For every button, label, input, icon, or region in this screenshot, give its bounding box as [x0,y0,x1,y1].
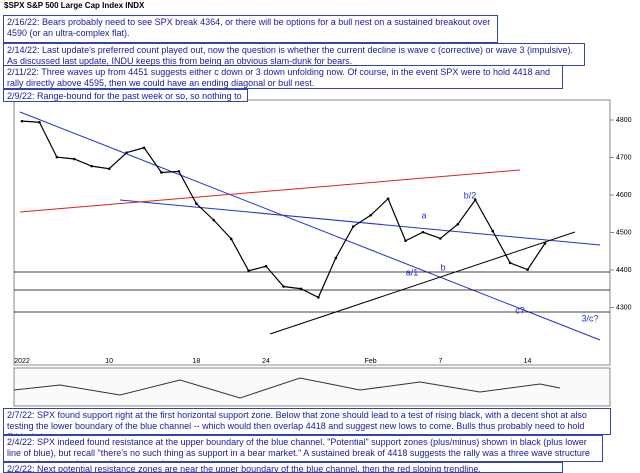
price-point [404,239,407,243]
wave-label: b/2 [464,190,477,200]
x-tick-label: 18 [192,358,200,365]
annotation: 2/14/22: Last update's preferred count p… [3,43,585,66]
price-point [177,170,181,173]
annotation: 2/9/22: Range-bound for the past week or… [3,89,248,102]
price-point [508,261,512,265]
wave-label: c? [515,305,525,315]
price-point [351,225,355,228]
price-point [90,164,94,168]
price-point [212,218,216,222]
y-tick-label: 4600 [616,192,632,199]
price-point [526,268,529,271]
y-tick-label: 4700 [616,154,632,161]
wave-label: b [440,262,445,272]
x-tick-label: 14 [524,358,532,365]
price-point [369,213,372,217]
price-point [473,198,477,202]
indicator-line [13,377,561,399]
price-point [491,229,495,233]
price-point [107,167,111,171]
rising-black [269,231,576,335]
x-tick-label: 10 [105,358,113,365]
price-point [299,287,303,291]
x-tick-label: Feb [365,358,377,365]
wave-label: a/1 [406,267,419,277]
price-point [229,237,233,241]
price-point [38,120,41,124]
price-point [282,285,285,288]
price-point [386,197,390,201]
wave-label: a [421,210,426,220]
price-point [142,146,146,150]
annotation: 2/16/22: Bears probably need to see SPX … [3,15,498,43]
x-tick-label: 7 [438,358,442,365]
indicator-panel [13,367,611,407]
annotation: 2/7/22: SPX found support right at the f… [3,408,611,435]
annotation: 2/11/22: Three waves up from 4451 sugges… [3,65,563,89]
price-point [125,151,128,154]
x-tick-label: 2022 [14,358,30,365]
price-point [264,264,268,268]
y-tick-label: 4400 [616,267,632,274]
y-tick-label: 4500 [616,229,632,236]
y-tick-label: 4800 [616,117,632,124]
price-point [20,119,24,123]
price-point [160,171,163,174]
price-point [317,296,320,299]
plot-frame [13,99,611,366]
x-tick-label: 24 [262,358,270,365]
price-point [73,157,76,161]
price-point [439,237,442,240]
red-trendline [19,169,521,213]
wave-label: 3/c? [581,313,598,323]
price-point [456,222,460,226]
annotation: 2/4/22: SPX indeed found resistance at t… [3,435,603,462]
price-point [543,242,547,245]
y-tick-label: 4300 [616,304,632,311]
price-point [247,269,250,273]
price-point [195,202,198,205]
price-point [55,155,59,159]
price-point [421,230,425,234]
annotation: 2/2/22: Next potential resistance zones … [3,462,563,473]
chart-title: $SPX S&P 500 Large Cap Index INDX [4,1,145,10]
price-point [334,256,338,260]
channel-upper [19,111,601,341]
